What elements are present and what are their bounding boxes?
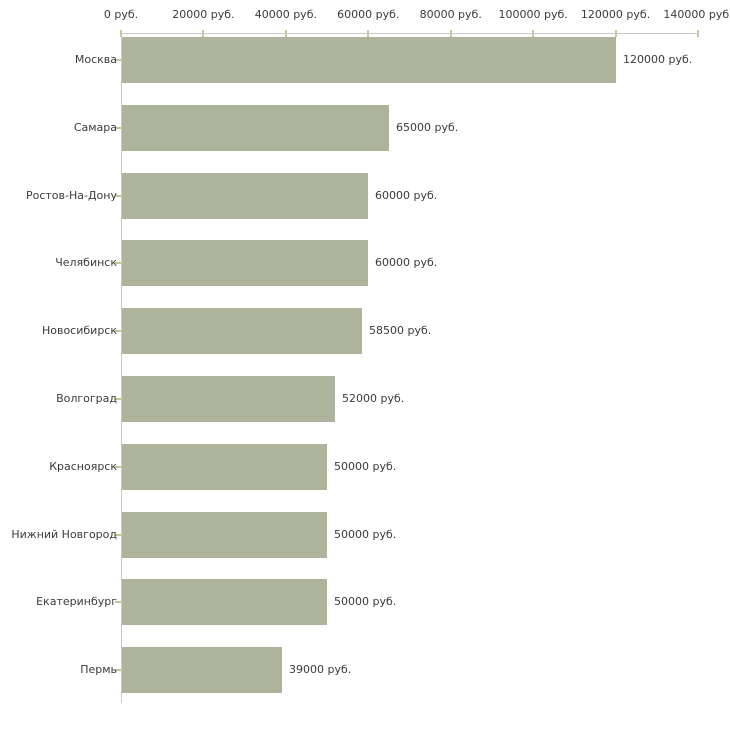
- category-label: Самара: [73, 120, 117, 134]
- bar-value-label: 60000 руб.: [375, 256, 438, 270]
- category-label: Нижний Новгород: [11, 527, 117, 541]
- bar-value-label: 50000 руб.: [334, 527, 397, 541]
- x-tick-label: 60000 руб.: [337, 8, 400, 21]
- category-label: Пермь: [80, 663, 117, 677]
- y-tick-mark: [115, 398, 121, 400]
- bar-value-label: 65000 руб.: [396, 120, 459, 134]
- bar: [122, 376, 335, 422]
- bar-value-label: 52000 руб.: [342, 392, 405, 405]
- x-tick-label: 80000 руб.: [419, 8, 482, 21]
- x-tick-label: 140000 руб.: [663, 8, 730, 21]
- y-tick-mark: [115, 533, 121, 536]
- y-tick-mark: [115, 601, 121, 604]
- bar: [122, 443, 327, 490]
- x-tick-label: 20000 руб.: [172, 8, 235, 21]
- bar: [122, 647, 282, 694]
- y-axis-line: [121, 33, 122, 703]
- y-tick-mark: [115, 669, 121, 672]
- y-tick-mark: [115, 465, 121, 468]
- category-label: Челябинск: [55, 256, 117, 270]
- category-label: Красноярск: [49, 459, 117, 473]
- x-axis-line: [121, 33, 699, 34]
- y-tick-mark: [115, 126, 121, 129]
- bar: [122, 579, 327, 626]
- y-tick-mark: [115, 330, 121, 333]
- bar-value-label: 50000 руб.: [334, 459, 397, 473]
- bar-value-label: 39000 руб.: [289, 663, 352, 677]
- category-label: Ростов-На-Дону: [25, 188, 117, 202]
- y-tick-mark: [115, 59, 121, 61]
- category-label: Екатеринбург: [36, 595, 117, 609]
- bar-value-label: 120000 руб.: [623, 53, 693, 66]
- x-tick-label: 100000 руб.: [498, 8, 568, 21]
- bar-value-label: 50000 руб.: [334, 595, 397, 609]
- x-tick-label: 120000 руб.: [580, 8, 651, 21]
- category-label: Москва: [74, 53, 117, 66]
- y-tick-mark: [115, 262, 121, 265]
- category-label: Новосибирск: [41, 324, 117, 338]
- x-tick-label: 0 руб.: [103, 8, 139, 21]
- x-tick-label: 40000 руб.: [254, 8, 317, 21]
- bar: [122, 240, 368, 287]
- bar-value-label: 60000 руб.: [375, 188, 438, 202]
- y-tick-mark: [115, 194, 121, 197]
- category-label: Волгоград: [56, 392, 117, 405]
- bar: [122, 172, 368, 219]
- bar-value-label: 58500 руб.: [369, 324, 432, 338]
- bar: [122, 104, 389, 151]
- bar: [122, 308, 362, 355]
- bar: [122, 511, 327, 558]
- bar: [122, 37, 616, 83]
